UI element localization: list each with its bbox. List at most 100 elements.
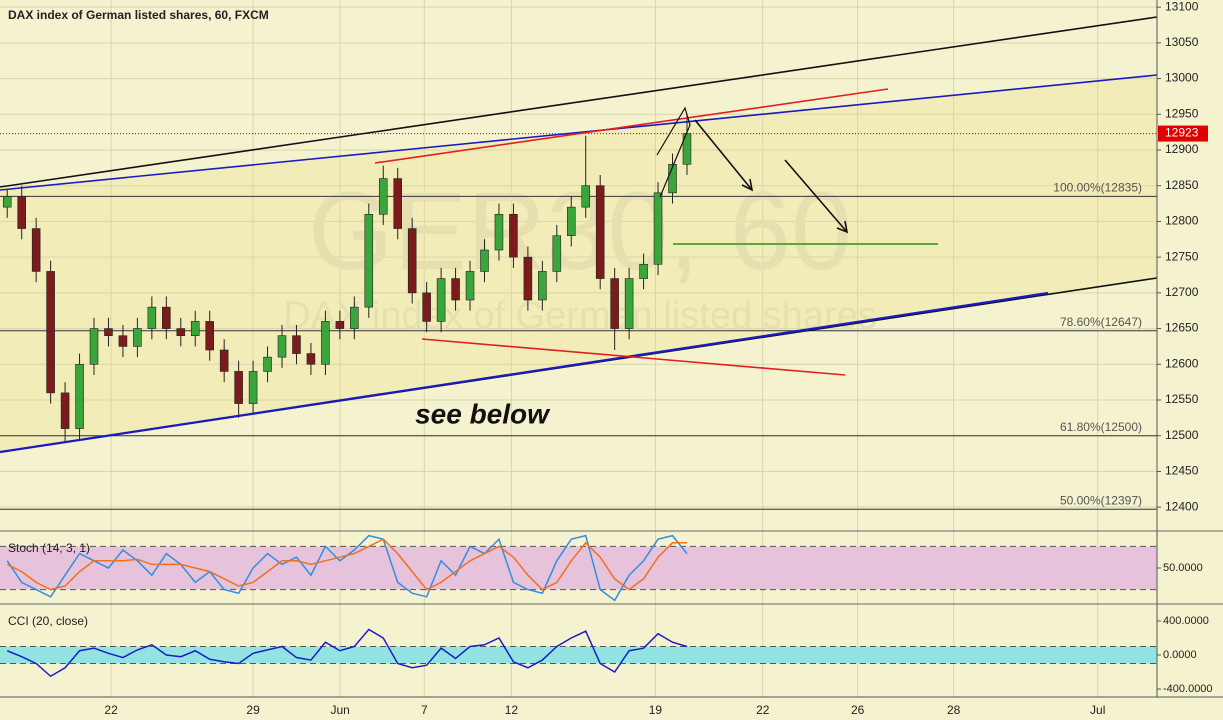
y-tick-label: 12800 <box>1165 214 1199 228</box>
y-tick-label: 12600 <box>1165 356 1199 370</box>
y-tick-label: 12500 <box>1165 428 1199 442</box>
candle-body <box>639 263 648 279</box>
y-tick-label: 0.0000 <box>1163 649 1197 661</box>
candle-body <box>465 271 475 301</box>
fib-label: 61.80%(12500) <box>1060 420 1142 434</box>
candle-body <box>147 306 157 329</box>
trend-line <box>0 74 1158 191</box>
candle-body <box>480 249 489 272</box>
fib-label: 50.00%(12397) <box>1060 493 1142 507</box>
candle-body <box>552 235 562 272</box>
candle-body <box>407 228 417 294</box>
x-tick-label: 12 <box>505 703 519 717</box>
candle-body <box>277 335 287 358</box>
candle-body <box>89 328 99 365</box>
trend-line <box>0 16 1158 188</box>
y-tick-label: 13100 <box>1165 0 1199 13</box>
fib-label: 100.00%(12835) <box>1053 181 1142 195</box>
y-tick-label: 12700 <box>1165 285 1199 299</box>
drawings <box>0 16 1158 454</box>
trend-line <box>374 88 889 164</box>
y-tick-label: 13050 <box>1165 35 1199 49</box>
candle-body <box>248 371 258 404</box>
arrow-head <box>741 178 754 192</box>
watermark: GER30, 60 <box>308 170 852 293</box>
indicator-line <box>6 628 688 678</box>
candle-body <box>46 271 55 394</box>
candle-body <box>133 328 142 347</box>
last-price-label: 12923 <box>1165 126 1199 140</box>
candle-body <box>523 256 533 301</box>
candle-body <box>624 278 634 329</box>
x-tick-label: Jul <box>1090 703 1105 717</box>
candle-body <box>350 306 359 329</box>
pane-label: Stoch (14, 3, 1) <box>8 541 90 555</box>
y-tick-label: -400.0000 <box>1163 683 1213 695</box>
candle-body <box>653 192 663 265</box>
y-tick-label: 12850 <box>1165 178 1199 192</box>
candle-body <box>219 349 229 372</box>
x-tick-label: 22 <box>756 703 770 717</box>
last-price-tag <box>1158 125 1208 142</box>
indicator-line <box>6 538 687 591</box>
candle-body <box>509 213 518 258</box>
x-tick-label: 22 <box>104 703 118 717</box>
candle-body <box>668 163 677 194</box>
candle-body <box>538 271 547 301</box>
pattern <box>656 106 691 198</box>
candle-body <box>31 228 41 272</box>
candle-body <box>393 178 402 229</box>
candle-body <box>118 335 128 347</box>
band-fill <box>0 646 1157 664</box>
candle-body <box>205 321 214 351</box>
y-tick-label: 12400 <box>1165 499 1199 513</box>
y-tick-label: 400.0000 <box>1163 615 1209 627</box>
y-tick-label: 12550 <box>1165 392 1199 406</box>
candle-body <box>176 328 186 337</box>
price-axis <box>1157 0 1223 720</box>
watermark-sub: DAX index of German listed shares <box>283 295 877 337</box>
x-tick-label: 26 <box>851 703 865 717</box>
y-tick-label: 12750 <box>1165 249 1199 263</box>
trend-line <box>421 338 846 376</box>
candle-body <box>190 321 200 337</box>
y-tick-label: 12900 <box>1165 142 1199 156</box>
candle-body <box>263 356 272 372</box>
candle-body <box>75 363 84 429</box>
y-tick-label: 50.0000 <box>1163 562 1203 574</box>
candle-body <box>234 371 243 404</box>
candle-body <box>335 321 345 329</box>
candle-body <box>610 278 619 329</box>
y-tick-label: 12950 <box>1165 106 1199 120</box>
x-tick-label: 29 <box>246 703 260 717</box>
candle-body <box>566 206 576 237</box>
candle-body <box>436 278 446 322</box>
candle-body <box>494 213 504 251</box>
candle-body <box>104 328 113 337</box>
candle-body <box>321 321 330 365</box>
candle-body <box>378 178 388 215</box>
arrow <box>784 159 848 233</box>
candle-body <box>422 292 431 322</box>
channel-fill <box>0 75 1157 452</box>
x-tick-label: 28 <box>947 703 961 717</box>
candle-body <box>581 185 591 208</box>
candle-body <box>292 335 301 354</box>
candle-body <box>364 213 374 308</box>
y-tick-label: 12450 <box>1165 464 1199 478</box>
x-tick-label: 19 <box>649 703 663 717</box>
x-tick-label: Jun <box>330 703 349 717</box>
candle-body <box>60 392 70 429</box>
chart-title: DAX index of German listed shares, 60, F… <box>8 8 269 22</box>
arrow <box>694 119 753 191</box>
y-tick-label: 13000 <box>1165 71 1199 85</box>
annotation: see below <box>415 398 551 429</box>
y-tick-label: 12650 <box>1165 321 1199 335</box>
candle-body <box>2 196 12 208</box>
trend-line <box>0 291 1049 454</box>
candle-body <box>306 353 316 365</box>
candle-body <box>451 278 460 301</box>
candle-body <box>162 306 171 329</box>
arrow-head <box>836 220 849 234</box>
